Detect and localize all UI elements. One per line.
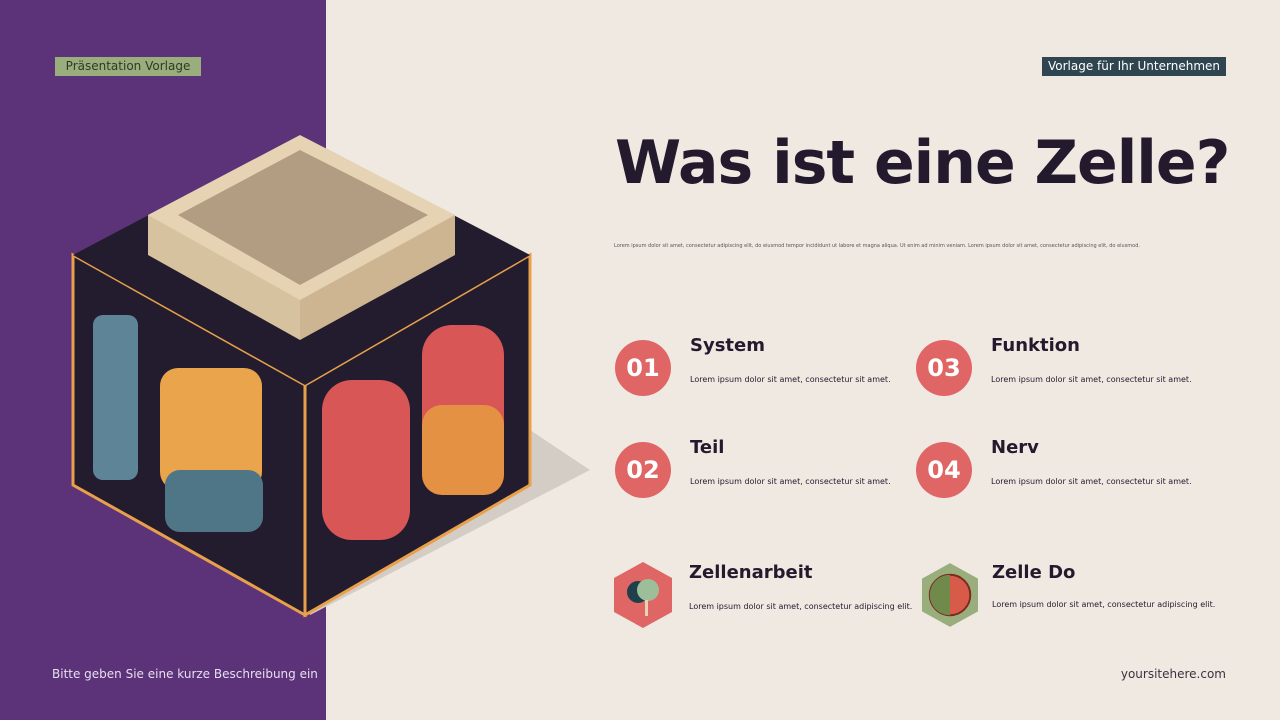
feature-title: Zellenarbeit xyxy=(689,562,813,583)
item-title: Nerv xyxy=(991,437,1039,458)
presentation-tag: Präsentation Vorlage xyxy=(55,57,201,76)
footer-description: Bitte geben Sie eine kurze Beschreibung … xyxy=(52,667,318,681)
item-system: 01 System Lorem ipsum dolor sit amet, co… xyxy=(615,335,915,400)
number-badge: 02 xyxy=(615,442,671,498)
feature-zellenarbeit: Zellenarbeit Lorem ipsum dolor sit amet,… xyxy=(614,562,914,628)
item-funktion: 03 Funktion Lorem ipsum dolor sit amet, … xyxy=(916,335,1216,400)
item-nerv: 04 Nerv Lorem ipsum dolor sit amet, cons… xyxy=(916,437,1216,502)
number-badge: 04 xyxy=(916,442,972,498)
item-desc: Lorem ipsum dolor sit amet, consectetur … xyxy=(690,477,891,486)
feature-desc: Lorem ipsum dolor sit amet, consectetur … xyxy=(689,602,913,611)
template-tag: Vorlage für Ihr Unternehmen xyxy=(1042,57,1226,76)
feature-zelle-do: Zelle Do Lorem ipsum dolor sit amet, con… xyxy=(922,562,1222,627)
number-badge: 01 xyxy=(615,340,671,396)
cell-icon xyxy=(922,563,978,627)
item-teil: 02 Teil Lorem ipsum dolor sit amet, cons… xyxy=(615,437,915,502)
intro-text: Lorem ipsum dolor sit amet, consectetur … xyxy=(614,243,1140,249)
item-title: Teil xyxy=(690,437,725,458)
item-desc: Lorem ipsum dolor sit amet, consectetur … xyxy=(991,477,1192,486)
feature-desc: Lorem ipsum dolor sit amet, consectetur … xyxy=(992,600,1216,609)
feature-title: Zelle Do xyxy=(992,562,1076,583)
item-desc: Lorem ipsum dolor sit amet, consectetur … xyxy=(991,375,1192,384)
item-title: System xyxy=(690,335,765,356)
item-desc: Lorem ipsum dolor sit amet, consectetur … xyxy=(690,375,891,384)
number-badge: 03 xyxy=(916,340,972,396)
brain-tree-icon xyxy=(614,562,672,628)
item-title: Funktion xyxy=(991,335,1080,356)
page-title: Was ist eine Zelle? xyxy=(615,128,1230,198)
footer-website: yoursitehere.com xyxy=(1120,667,1226,681)
cube-illustration xyxy=(71,135,590,618)
